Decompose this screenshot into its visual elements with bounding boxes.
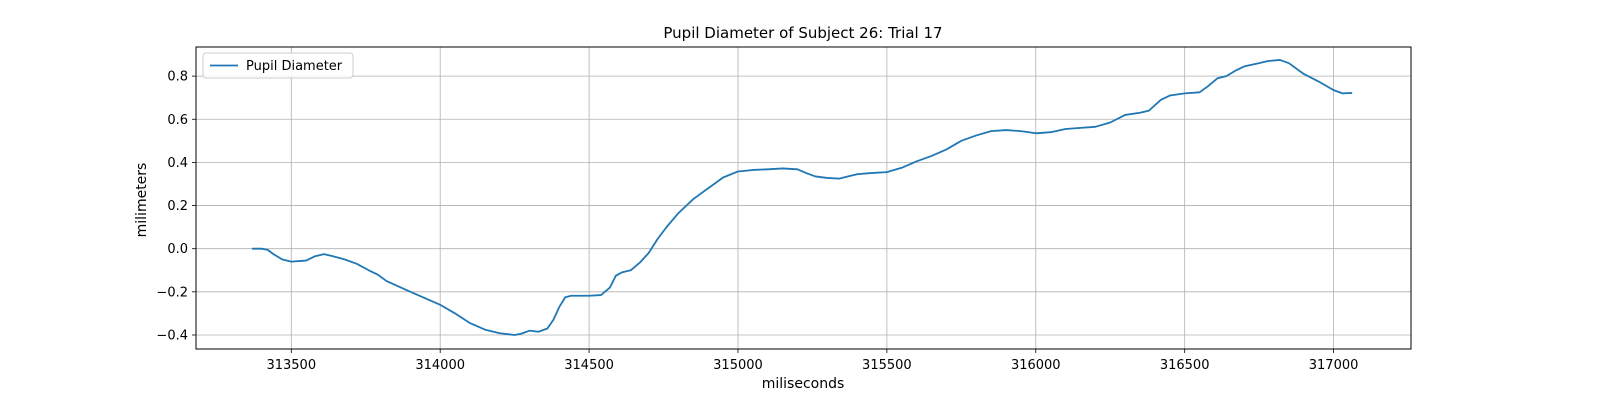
x-tick-label: 317000 [1309, 358, 1359, 373]
y-tick-label: 0.2 [167, 199, 188, 214]
series-lines [251, 59, 1353, 336]
y-axis-ticks: −0.4 −0.2 0.0 0.2 0.4 0.6 0.8 [156, 70, 196, 343]
y-tick-label: 0.0 [167, 242, 188, 257]
legend-label-pupil-diameter: Pupil Diameter [246, 59, 343, 74]
y-tick-label: 0.8 [167, 70, 188, 85]
x-tick-label: 314500 [564, 358, 614, 373]
grid-lines [196, 47, 1411, 349]
chart-title: Pupil Diameter of Subject 26: Trial 17 [663, 24, 942, 42]
x-tick-label: 316000 [1011, 358, 1061, 373]
y-tick-label: 0.6 [167, 113, 188, 128]
legend-box [202, 52, 354, 79]
x-tick-label: 315000 [713, 358, 763, 373]
x-tick-label: 316500 [1160, 358, 1210, 373]
x-tick-label: 314000 [415, 358, 465, 373]
x-axis-label: miliseconds [762, 376, 845, 392]
x-tick-label: 315500 [862, 358, 912, 373]
series-line-pupil-diameter [251, 59, 1353, 336]
y-tick-label: 0.4 [167, 156, 188, 171]
plot-area-frame [195, 46, 1412, 350]
y-tick-label: −0.4 [156, 328, 188, 343]
x-axis-ticks: 313500 314000 314500 315000 315500 316000 3165… [266, 349, 1358, 373]
y-axis-label: milimeters [134, 163, 150, 238]
x-tick-label: 313500 [266, 358, 316, 373]
y-tick-label: −0.2 [156, 285, 188, 300]
legend: Pupil Diameter [202, 52, 354, 79]
